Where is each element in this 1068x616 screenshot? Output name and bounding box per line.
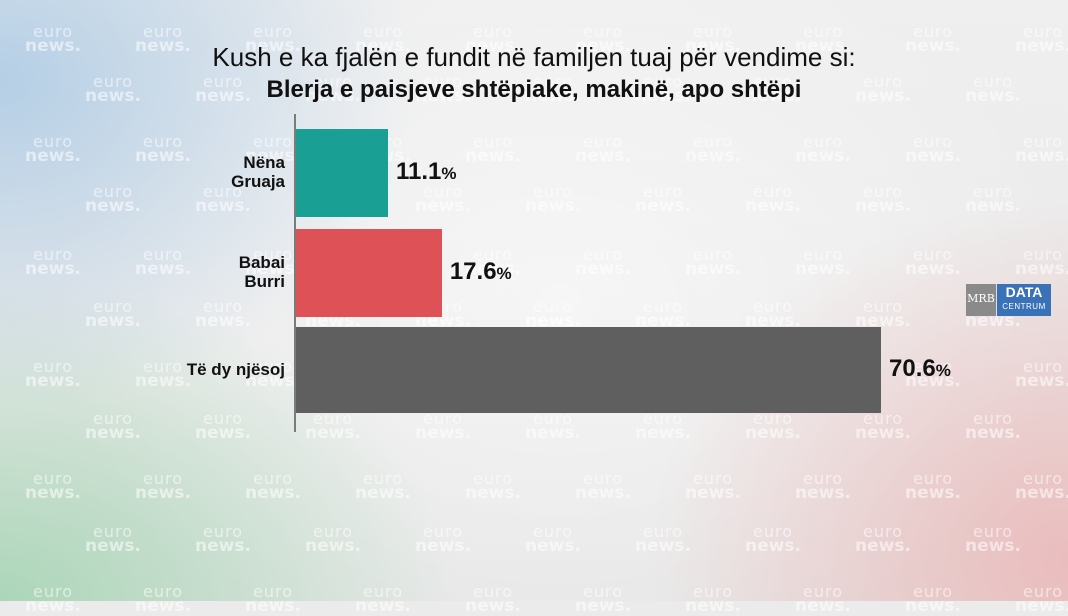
value-label: 70.6%	[889, 355, 951, 383]
datacentrum-logo-mark: DATA CENTRUM	[997, 284, 1051, 316]
logo-centrum-text: CENTRUM	[1002, 302, 1046, 311]
mrb-logo-mark: MRB	[966, 284, 997, 316]
category-axis-line	[294, 114, 296, 432]
watermark-line2: news.	[685, 596, 741, 616]
mrb-datacentrum-logo: MRB DATA CENTRUM	[966, 284, 1051, 316]
category-label-line: Gruaja	[231, 172, 285, 191]
category-label-line: Të dy njësoj	[186, 359, 285, 379]
value-label: 17.6%	[450, 258, 512, 286]
bar	[296, 229, 442, 317]
watermark-line2: news.	[465, 596, 521, 616]
bar	[296, 327, 881, 413]
watermark-line2: news.	[355, 596, 411, 616]
category-label-line: Burri	[244, 272, 285, 291]
category-label-line: Babai	[238, 253, 285, 272]
category-label: Të dy njësoj	[120, 360, 285, 379]
value-unit: %	[935, 361, 951, 380]
watermark-line2: news.	[575, 596, 631, 616]
watermark-line2: news.	[1015, 596, 1068, 616]
watermark-line2: news.	[905, 596, 961, 616]
watermark-line2: news.	[135, 596, 191, 616]
watermark-line2: news.	[25, 596, 81, 616]
value-unit: %	[496, 264, 512, 283]
value-number: 11.1	[395, 158, 442, 185]
value-label: 11.1%	[396, 158, 457, 186]
watermark-line2: news.	[795, 596, 851, 616]
watermark-line2: news.	[245, 596, 301, 616]
category-label-line: Nëna	[243, 153, 285, 172]
background	[0, 0, 1068, 601]
value-number: 17.6	[449, 258, 497, 285]
category-label: Babai Burri	[120, 253, 285, 291]
chart-subtitle: Blerja e paisjeve shtëpiake, makinë, apo…	[266, 76, 802, 103]
logo-data-text: DATA	[1005, 284, 1043, 300]
value-number: 70.6	[889, 355, 936, 382]
category-label: Nëna Gruaja	[120, 153, 285, 191]
value-unit: %	[441, 164, 457, 183]
chart-title: Kush e ka fjalën e fundit në familjen tu…	[212, 42, 856, 72]
bar	[296, 129, 388, 217]
